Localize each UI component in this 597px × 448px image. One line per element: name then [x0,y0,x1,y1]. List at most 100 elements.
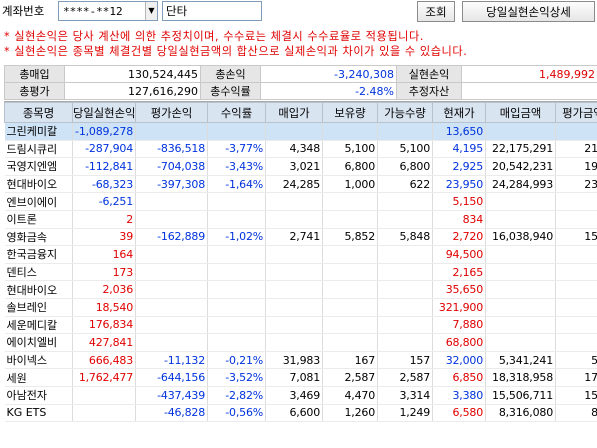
col-holding-qty-header[interactable]: 보유량 [322,102,378,123]
col-current-price-header[interactable]: 현재가 [432,102,486,123]
col-buy-price-header[interactable]: 매입가 [265,102,323,123]
account-combobox[interactable]: ▼ [58,1,158,21]
table-row[interactable]: 세운메디칼 176,834 7,880 [4,316,597,335]
table-row[interactable]: KG ETS -46,828 -0,56% 6,600 1,260 1,249 6,580 8… [4,404,597,423]
available-qty-cell: 157 [377,351,433,370]
current-price-cell: 13,650 [432,122,486,141]
chevron-down-icon[interactable]: ▼ [145,2,157,20]
col-eval-amount-header[interactable]: 평가금액 [555,102,597,123]
eval-pl-cell [135,298,208,317]
eval-amount-cell [555,192,597,211]
realized-pl-cell: 18,540 [72,298,136,317]
table-row[interactable]: 아남전자 -437,439 -2,82% 3,469 4,470 3,314 3,380 15… [4,386,597,405]
table-row[interactable]: 에이치엘비 427,841 68,800 [4,333,597,352]
table-row[interactable]: 한국금융지 164 94,500 [4,245,597,264]
current-price-cell: 5,150 [432,192,486,211]
holding-qty-cell [322,245,378,264]
realized-pl-cell [72,386,136,405]
stock-name-cell: 한국금융지 [4,245,73,264]
eval-amount-cell: 21,3 [555,140,597,159]
current-price-cell: 32,000 [432,351,486,370]
current-price-cell: 321,900 [432,298,486,317]
table-row[interactable]: 그린케미칼 -1,089,278 13,650 [4,122,597,141]
buy-price-cell: 7,081 [265,368,323,387]
eval-pl-cell [135,192,208,211]
stock-name-cell: 엔브이에이 [4,192,73,211]
eval-pl-cell: -644,156 [135,368,208,387]
available-qty-cell: 622 [377,175,433,194]
total-return-value: -2.48% [260,82,397,100]
return-rate-cell: -1,64% [207,175,266,194]
query-button[interactable]: 조회 [417,1,455,22]
realized-pl-detail-button[interactable]: 당일실현손익상세 [462,1,595,22]
table-row[interactable]: 솔브레인 18,540 321,900 [4,298,597,317]
table-row[interactable]: 이트론 2 834 [4,210,597,229]
eval-amount-cell [555,245,597,264]
buy-amount-cell [485,245,556,264]
buy-amount-cell [485,280,556,299]
buy-price-cell [265,298,323,317]
table-row[interactable]: 덴티스 173 2,165 [4,263,597,282]
buy-amount-cell [485,316,556,335]
available-qty-cell [377,298,433,317]
table-row[interactable]: 엔브이에이 -6,251 5,150 [4,192,597,211]
available-qty-cell [377,333,433,352]
total-buy-label: 총매입 [4,65,65,83]
current-price-cell: 2,925 [432,157,486,176]
buy-price-cell [265,245,323,264]
realized-pl-cell: 173 [72,263,136,282]
available-qty-cell [377,245,433,264]
return-rate-cell [207,192,266,211]
table-row[interactable]: 영화금속 39 -162,889 -1,02% 2,741 5,852 5,848 2,720… [4,228,597,247]
stock-name-cell: KG ETS [4,404,73,423]
buy-price-cell [265,192,323,211]
holding-qty-cell [322,122,378,141]
table-row[interactable]: 세원 1,762,477 -644,156 -3,52% 7,081 2,587 2,587… [4,368,597,387]
col-return-header[interactable]: 수익률 [207,102,266,123]
current-price-cell: 4,195 [432,140,486,159]
buy-amount-cell: 8,316,080 [485,404,556,423]
buy-amount-cell [485,298,556,317]
current-price-cell: 6,580 [432,404,486,423]
holding-qty-cell [322,280,378,299]
table-row[interactable]: 국영지엔엠 -112,841 -704,038 -3,43% 3,021 6,800 6,8… [4,157,597,176]
table-row[interactable]: 현대바이오 2,036 35,650 [4,280,597,299]
current-price-cell: 35,650 [432,280,486,299]
col-buy-amount-header[interactable]: 매입금액 [485,102,556,123]
return-rate-cell [207,210,266,229]
eval-amount-cell [555,280,597,299]
stock-name-cell: 덴티스 [4,263,73,282]
realized-pl-value: 1,489,992 [461,65,597,83]
eval-amount-cell [555,316,597,335]
notice-estimate: * 실현손익은 당사 계산에 의한 추정치이며, 수수료는 체결시 수수료율로 … [4,30,424,43]
table-row[interactable]: 현대바이오 -68,323 -397,308 -1,64% 24,285 1,000 622… [4,175,597,194]
holding-qty-cell [322,263,378,282]
realized-pl-cell: 2 [72,210,136,229]
total-eval-value: 127,616,290 [64,82,201,100]
holding-qty-cell: 5,852 [322,228,378,247]
current-price-cell: 68,800 [432,333,486,352]
holding-qty-cell [322,210,378,229]
realized-pl-cell: 39 [72,228,136,247]
eval-amount-cell: 15,9 [555,228,597,247]
total-pl-value: -3,240,308 [260,65,397,83]
available-qty-cell [377,316,433,335]
buy-amount-cell: 22,175,291 [485,140,556,159]
col-realized-pl-header[interactable]: 당일실현손익 [72,102,136,123]
table-row[interactable]: 바이넥스 666,483 -11,132 -0,21% 31,983 167 157 32,0… [4,351,597,370]
col-available-qty-header[interactable]: 가능수량 [377,102,433,123]
eval-pl-cell [135,245,208,264]
stock-name-cell: 솔브레인 [4,298,73,317]
eval-amount-cell: 23,9 [555,175,597,194]
table-row[interactable]: 드림시큐리 -287,904 -836,518 -3,77% 4,348 5,100 5,1… [4,140,597,159]
available-qty-cell: 3,314 [377,386,433,405]
holdings-table-container[interactable]: 종목명당일실현손익평가손익수익률매입가보유량가능수량현재가매입금액평가금액 그린… [4,101,597,448]
col-eval-pl-header[interactable]: 평가손익 [135,102,208,123]
realized-pl-cell: -68,323 [72,175,136,194]
col-stock-name-header[interactable]: 종목명 [4,102,73,123]
stock-name-cell: 이트론 [4,210,73,229]
eval-amount-cell: 17,7 [555,368,597,387]
account-number-input[interactable] [59,2,145,20]
notice-difference: * 실현손익은 종목별 체결건별 당일실현금액의 합산으로 실제손익과 차이가 … [4,45,468,58]
buy-amount-cell: 15,506,711 [485,386,556,405]
